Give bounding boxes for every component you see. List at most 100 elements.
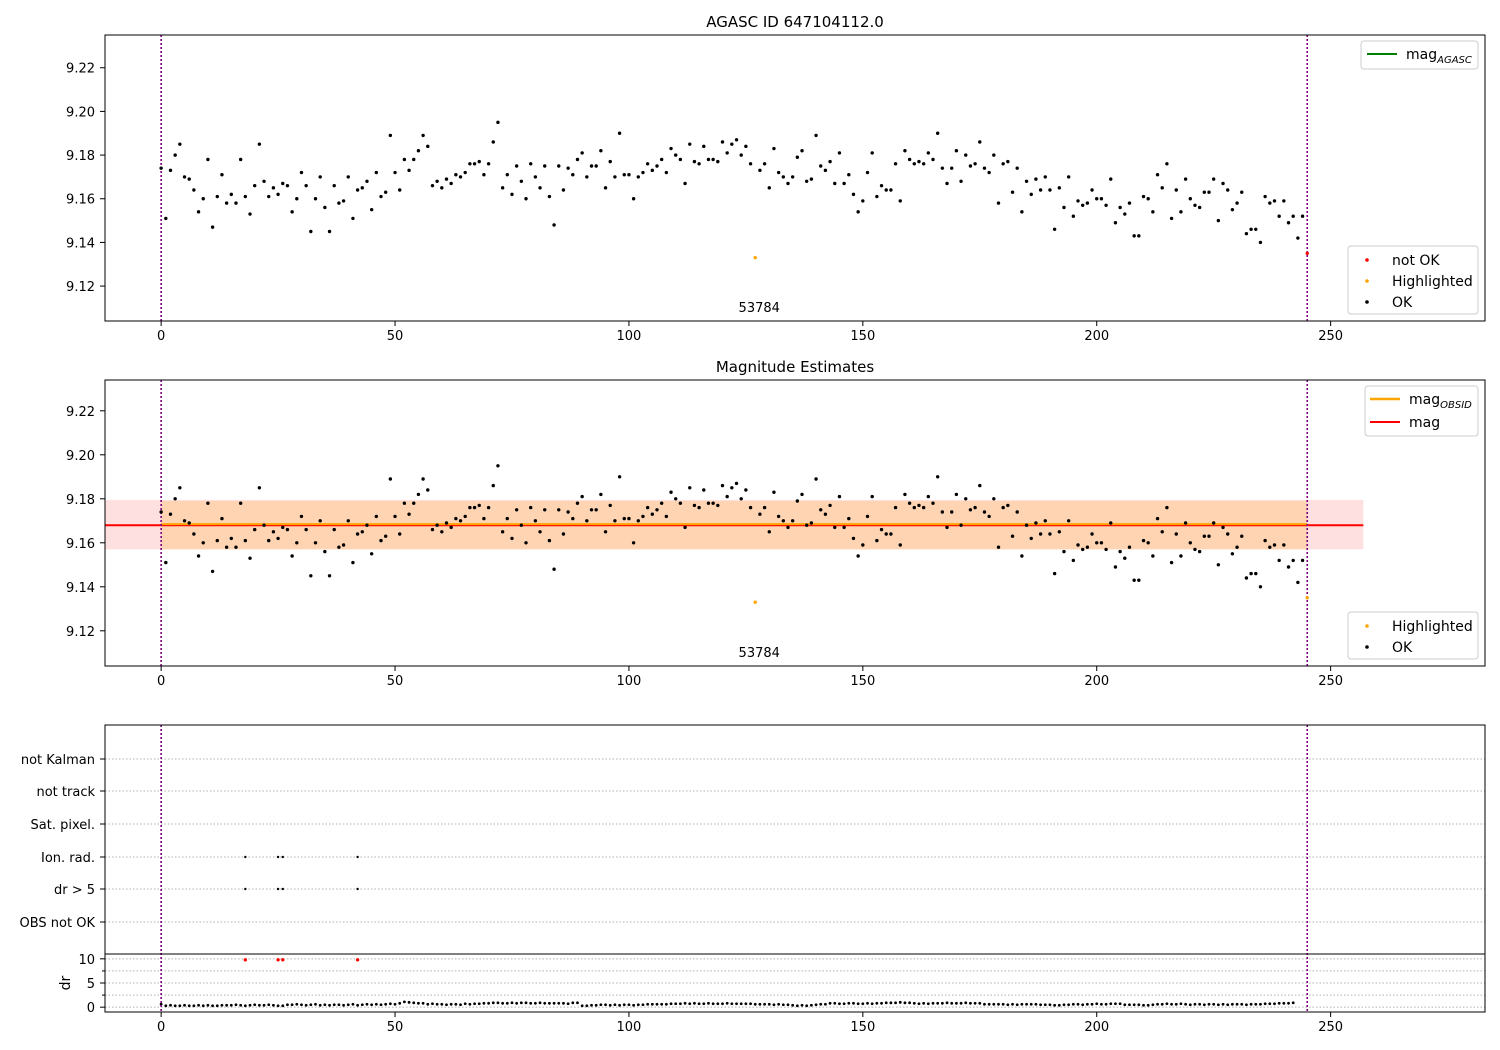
ok-point [744, 144, 748, 149]
legend-swatch-highlighted [1365, 279, 1369, 283]
dr-point [800, 1003, 804, 1007]
ok-point [318, 175, 322, 179]
ok-point [1272, 199, 1277, 203]
ok-point [1216, 218, 1221, 223]
dr-point [1212, 1002, 1216, 1006]
ok-point [931, 501, 935, 505]
ok-point [1020, 554, 1024, 558]
ok-point [655, 164, 659, 168]
ok-point [594, 508, 598, 512]
ok-point [772, 146, 776, 151]
dr-point [449, 1002, 453, 1006]
ok-point [594, 164, 598, 168]
dr-point [650, 1002, 654, 1006]
ok-point [1207, 534, 1211, 538]
ok-point [585, 519, 589, 523]
ok-point [1020, 210, 1024, 214]
ok-point [182, 519, 187, 523]
dr-point [819, 1002, 823, 1006]
ok-point [870, 494, 874, 499]
dr-point [384, 1002, 388, 1006]
ok-point [407, 512, 411, 516]
ok-point [856, 554, 860, 558]
ok-point [1043, 175, 1047, 179]
ok-point [795, 155, 800, 159]
dr-point [187, 1004, 191, 1008]
ok-point [500, 530, 505, 534]
ok-point [790, 175, 795, 179]
ok-point [968, 508, 973, 512]
ok-point [1244, 576, 1249, 580]
dr-outlier-point [243, 958, 248, 962]
legend-label-mag-agasc: magAGASC [1406, 47, 1472, 66]
dr-point [1118, 1002, 1122, 1006]
x-tick-label: 150 [850, 329, 875, 344]
ok-point [678, 501, 683, 505]
dr-point [903, 1001, 907, 1005]
ok-point [1254, 571, 1258, 576]
dr-point [978, 1001, 982, 1005]
ok-point [828, 159, 832, 164]
ok-point [388, 133, 393, 138]
ok-point [337, 201, 341, 205]
dr-point [683, 1001, 687, 1005]
legend-swatch-ok [1365, 645, 1369, 649]
dr-point [674, 1002, 678, 1006]
ok-point [1034, 177, 1038, 181]
ok-point [341, 199, 346, 203]
ok-point [449, 525, 453, 530]
ok-point [608, 503, 612, 508]
ok-point [168, 512, 173, 516]
ok-point [800, 149, 804, 153]
legend-label-mag: mag [1409, 415, 1440, 431]
dr-point [730, 1002, 734, 1006]
dr-point [510, 1001, 514, 1005]
ok-point [1263, 194, 1267, 199]
x-tick-label: 250 [1318, 674, 1343, 689]
x-tick-label: 0 [157, 674, 165, 689]
ok-point [379, 194, 383, 199]
ok-point [599, 492, 603, 497]
ok-point [669, 490, 673, 494]
ok-point [617, 475, 622, 479]
ok-point [903, 492, 907, 497]
dr-point [983, 1002, 986, 1006]
dr-point [1025, 1002, 1028, 1006]
ok-point [1165, 505, 1169, 510]
dr-point [1198, 1002, 1202, 1006]
dr-point [1128, 1003, 1131, 1007]
ok-point [458, 519, 463, 523]
ok-point [1090, 188, 1094, 192]
ok-point [730, 142, 734, 146]
dr-point [548, 1001, 551, 1005]
dr-point [1109, 1002, 1113, 1006]
ok-point [725, 494, 729, 499]
dr-point [791, 1003, 795, 1007]
ok-point [627, 173, 631, 177]
dr-point [459, 1003, 462, 1007]
ok-point [281, 181, 285, 186]
ok-point [1235, 545, 1239, 549]
dr-point [412, 1001, 416, 1005]
ok-point [220, 173, 224, 177]
ok-point [533, 175, 538, 179]
dr-point [912, 1001, 916, 1005]
y-tick-label: 9.12 [66, 280, 95, 295]
ok-point [954, 149, 959, 153]
ok-point [1300, 558, 1305, 563]
ok-point [224, 545, 229, 549]
ok-point [674, 497, 678, 501]
ok-point [1249, 227, 1253, 232]
ok-point [1127, 201, 1132, 205]
legend-label-not-ok: not OK [1392, 253, 1440, 269]
ok-point [688, 142, 692, 146]
flag-label: not Kalman [21, 753, 95, 768]
ok-point [323, 205, 327, 210]
ok-point [1006, 159, 1010, 164]
x-tick-label: 100 [617, 329, 642, 344]
dr-point [1188, 1003, 1192, 1007]
dr-point [711, 1002, 715, 1006]
ok-point [196, 554, 201, 558]
dr-point [524, 1001, 528, 1005]
highlighted-point [753, 600, 757, 604]
